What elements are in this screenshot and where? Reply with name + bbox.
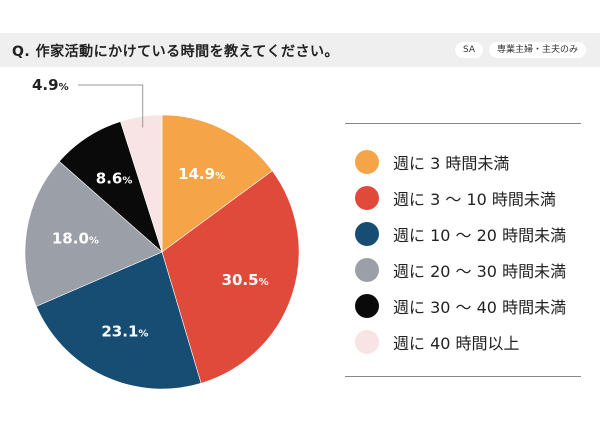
pie-slice [24,160,163,307]
legend-label: 週に 3 時間未満 [393,154,510,173]
legend-item-3-10h: 週に 3 〜 10 時間未満 [345,180,581,216]
pie-slice [161,170,300,384]
legend-label: 週に 40 時間以上 [393,334,520,353]
pie-slice-label: 30.5% [222,271,269,289]
pie-slice-label: 23.1% [101,323,148,341]
pie-slice-label: 18.0% [52,229,99,247]
legend-swatch [355,258,379,282]
legend-item-30-40h: 週に 30 〜 40 時間未満 [345,288,581,324]
legend-swatch [355,294,379,318]
answer-type-tag: SA [454,42,483,58]
pie-slice-label: 8.6% [96,170,133,188]
legend-label: 週に 20 〜 30 時間未満 [393,262,567,281]
pie-slice [120,114,163,253]
legend-label: 週に 3 〜 10 時間未満 [393,190,556,209]
legend-item-10-20h: 週に 10 〜 20 時間未満 [345,216,581,252]
legend-item-under-3h: 週に 3 時間未満 [345,144,581,180]
respondent-filter-tag: 専業主婦・主夫のみ [488,42,586,58]
legend-label: 週に 10 〜 20 時間未満 [393,226,567,245]
question-title: Q. 作家活動にかけている時間を教えてください。 [12,44,339,60]
pie-labels: 14.9% 30.5% 23.1% 18.0% 8.6% 4.9% [32,76,269,341]
pie-slice [161,114,273,253]
chart-legend: 週に 3 時間未満 週に 3 〜 10 時間未満 週に 10 〜 20 時間未満… [345,123,581,377]
tag-group: SA 専業主婦・主夫のみ [454,42,586,58]
legend-swatch [355,186,379,210]
legend-swatch [355,330,379,354]
pie-slice-label: 4.9% [32,76,69,94]
leader-line [78,84,144,128]
legend-item-over-40h: 週に 40 時間以上 [345,324,581,360]
question-header: Q. 作家活動にかけている時間を教えてください。 SA 専業主婦・主夫のみ [0,33,600,67]
pie-slice [35,251,202,390]
legend-item-20-30h: 週に 20 〜 30 時間未満 [345,252,581,288]
pie-slice-label: 14.9% [178,165,225,183]
legend-swatch [355,222,379,246]
pie-slices [24,114,300,390]
legend-swatch [355,150,379,174]
legend-label: 週に 30 〜 40 時間未満 [393,298,567,317]
